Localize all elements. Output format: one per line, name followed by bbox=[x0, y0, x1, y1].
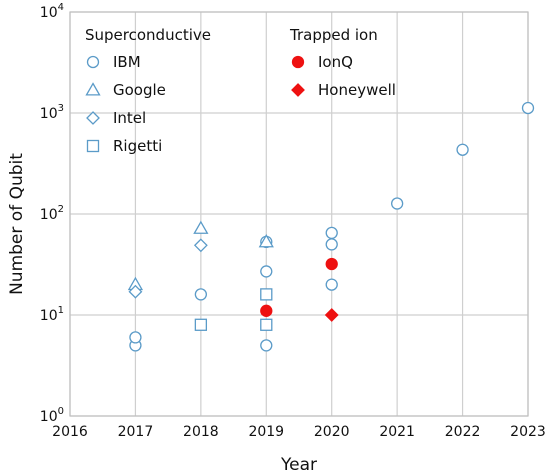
google-data-point bbox=[193, 220, 209, 234]
plot-area-frame bbox=[69, 11, 529, 417]
y-tick-exponent: 1 bbox=[58, 305, 64, 316]
axis-ticks: 2016 2017 2018 2019 2020 2021 2022 202310010110… bbox=[40, 2, 546, 440]
y-axis-title: Number of Qubit bbox=[7, 153, 27, 295]
y-tick-label: 104 bbox=[40, 2, 64, 21]
legend: Superconductive IBM Google Intel Rigetti Trap… bbox=[85, 26, 396, 155]
x-tick-label: 2017 bbox=[118, 424, 154, 440]
legend-google-marker bbox=[85, 82, 101, 96]
legend-ionq-marker bbox=[291, 55, 305, 69]
rigetti-data-point bbox=[194, 318, 208, 331]
ibm-data-point bbox=[129, 331, 142, 344]
ionq-data-point bbox=[260, 304, 273, 317]
legend-intel-label: Intel bbox=[113, 109, 146, 127]
x-tick-label: 2018 bbox=[183, 424, 219, 440]
legend-rigetti-marker bbox=[86, 139, 100, 153]
y-tick-base: 10 bbox=[40, 5, 58, 21]
y-tick-base: 10 bbox=[40, 308, 58, 324]
grid bbox=[69, 11, 529, 417]
x-tick-label: 2021 bbox=[379, 424, 415, 440]
x-tick-label: 2023 bbox=[510, 424, 546, 440]
legend-google-label: Google bbox=[113, 81, 166, 99]
rigetti-data-point bbox=[260, 288, 273, 301]
legend-honeywell-label: Honeywell bbox=[318, 81, 396, 99]
x-tick-label: 2020 bbox=[314, 424, 350, 440]
y-tick-label: 100 bbox=[40, 406, 64, 425]
y-tick-exponent: 3 bbox=[58, 103, 64, 114]
ibm-data-point bbox=[260, 265, 273, 278]
y-tick-exponent: 4 bbox=[58, 2, 64, 13]
y-tick-exponent: 0 bbox=[58, 406, 64, 417]
legend-group-title: Trapped ion bbox=[289, 26, 378, 44]
ibm-data-point bbox=[390, 197, 404, 210]
ibm-data-point bbox=[325, 238, 338, 251]
legend-ibm-label: IBM bbox=[113, 53, 141, 71]
legend-ibm-marker bbox=[86, 55, 100, 69]
rigetti-data-point bbox=[260, 318, 273, 331]
legend-intel-marker bbox=[86, 111, 100, 125]
intel-data-point bbox=[128, 284, 143, 299]
y-tick-label: 102 bbox=[40, 204, 64, 223]
y-tick-exponent: 2 bbox=[58, 204, 64, 215]
data-markers bbox=[127, 101, 535, 352]
honeywell-data-point bbox=[324, 308, 339, 322]
y-tick-label: 103 bbox=[40, 103, 64, 122]
legend-honeywell-marker bbox=[291, 83, 305, 97]
legend-ionq-label: IonQ bbox=[318, 53, 353, 71]
x-tick-label: 2022 bbox=[445, 424, 481, 440]
y-tick-base: 10 bbox=[40, 409, 58, 425]
y-tick-base: 10 bbox=[40, 106, 58, 122]
x-axis-title: Year bbox=[280, 455, 317, 475]
y-tick-label: 101 bbox=[40, 305, 64, 324]
ibm-data-point bbox=[521, 101, 535, 115]
intel-data-point bbox=[193, 238, 208, 253]
legend-group-title: Superconductive bbox=[85, 26, 211, 44]
ibm-data-point bbox=[325, 226, 338, 240]
ibm-data-point bbox=[456, 143, 469, 156]
legend-rigetti-label: Rigetti bbox=[113, 137, 162, 155]
x-tick-label: 2016 bbox=[52, 424, 88, 440]
ibm-data-point bbox=[194, 288, 208, 301]
x-tick-label: 2019 bbox=[248, 424, 284, 440]
ibm-data-point bbox=[260, 339, 273, 352]
ionq-data-point bbox=[325, 257, 338, 271]
google-data-point bbox=[258, 234, 274, 248]
y-tick-base: 10 bbox=[40, 207, 58, 223]
ibm-data-point bbox=[325, 278, 338, 291]
